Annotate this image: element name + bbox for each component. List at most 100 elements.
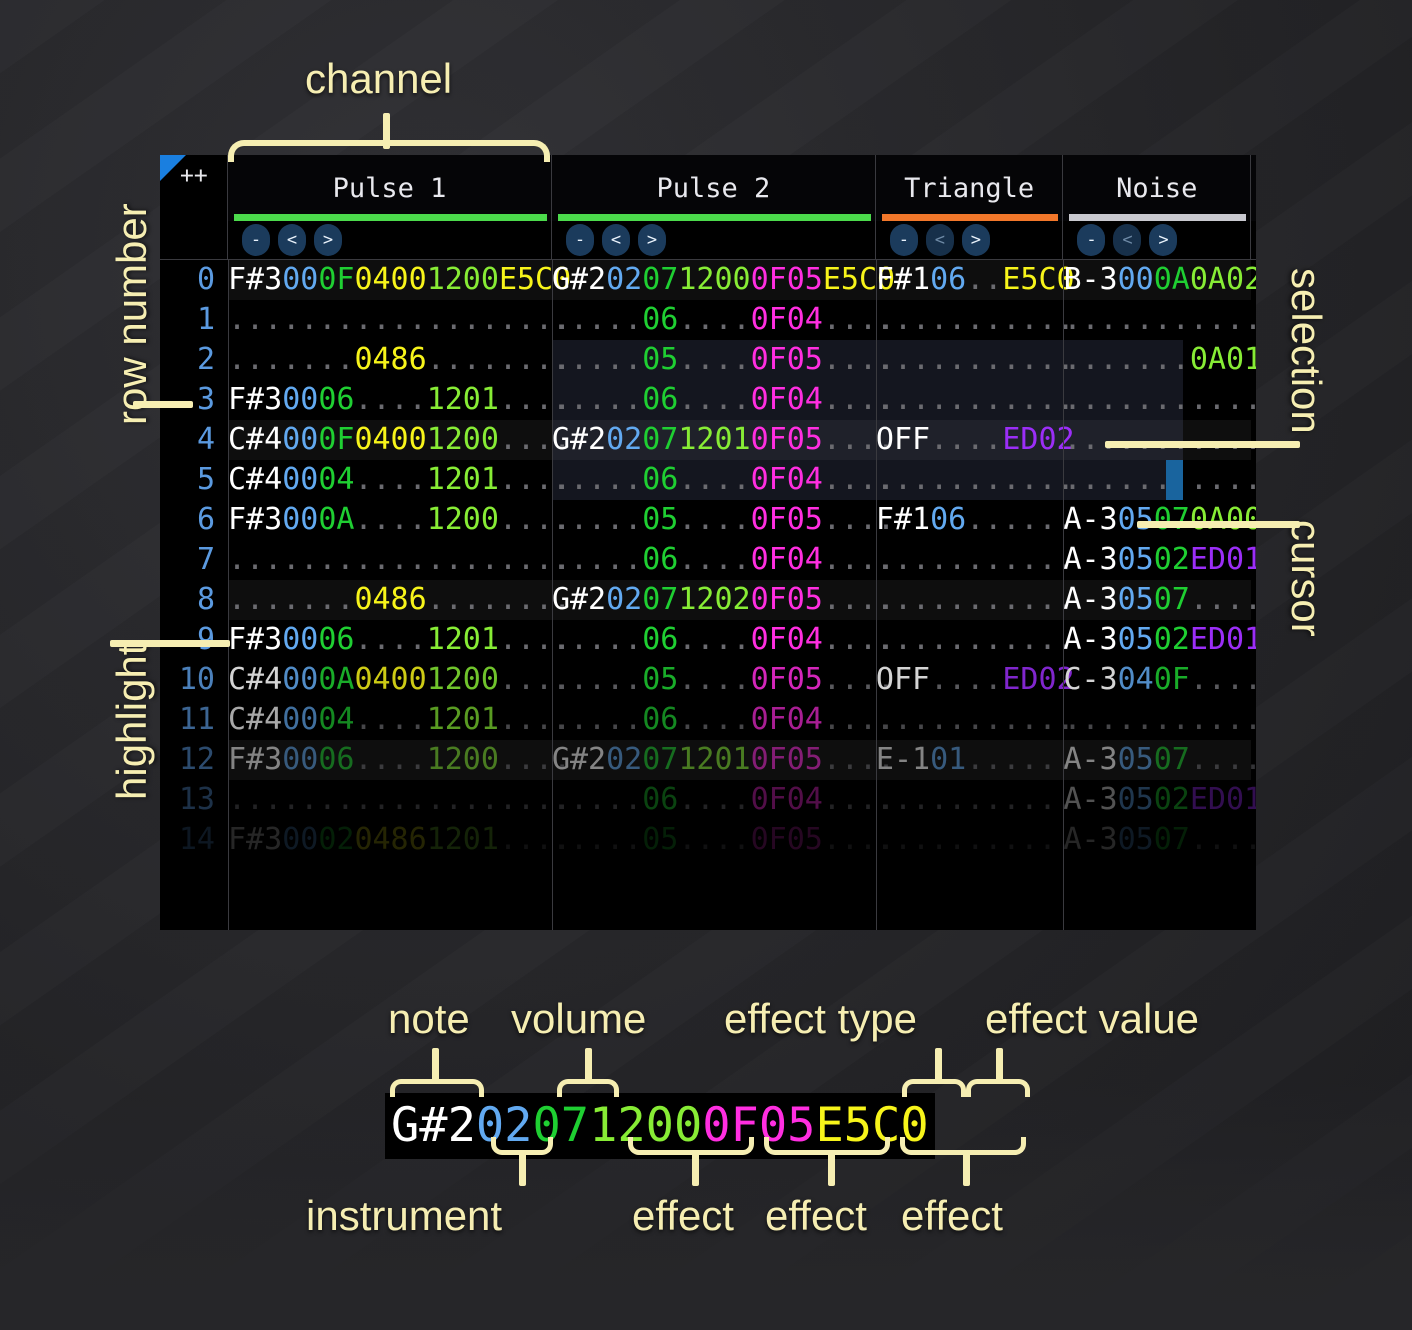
channel-mute-button[interactable]: - (565, 224, 594, 256)
pattern-cell[interactable]: F#3000204861201.... (228, 820, 571, 860)
pattern-cell[interactable]: ................... (228, 540, 571, 580)
pattern-cell[interactable]: ........... (876, 780, 1075, 820)
pattern-row[interactable]: 7................... .....06....0F04.....… (160, 540, 1256, 580)
pattern-cell[interactable]: A-30502ED01 (1063, 620, 1256, 660)
pattern-cell[interactable]: A-30502ED01 (1063, 540, 1256, 580)
pattern-row[interactable]: 3 F#30006....1201.... .....06....0F04.....… (160, 380, 1256, 420)
pattern-cell[interactable]: OFF....ED02 (876, 660, 1075, 700)
channel-header-triangle[interactable]: Triangle (876, 155, 1064, 221)
pattern-cell[interactable]: ........... (876, 340, 1075, 380)
pattern-row[interactable]: 6 F#3000A....1200.... .....05....0F05.... F… (160, 500, 1256, 540)
pattern-row[interactable]: 5 C#40004....1201.... .....06....0F04.....… (160, 460, 1256, 500)
pattern-cell[interactable]: F#106..E5C0 (876, 260, 1075, 300)
pattern-cell[interactable]: G#2020712020F05.... (552, 580, 895, 620)
pattern-cell[interactable]: ........... (1063, 700, 1256, 740)
pattern-row[interactable]: 0 F#3000F04001200E5C0 G#2020712000F05E5C0 F… (160, 260, 1256, 300)
pattern-cell[interactable]: E-101...... (876, 740, 1075, 780)
channel-prev-button[interactable]: < (278, 224, 306, 256)
pattern-cell[interactable]: F#3000F04001200E5C0 (228, 260, 571, 300)
pattern-cell[interactable]: .....05....0F05.... (552, 660, 895, 700)
pattern-cell[interactable]: ........... (876, 620, 1075, 660)
pattern-cell[interactable]: .......0486........ (228, 340, 571, 380)
channel-next-button[interactable]: > (314, 224, 342, 256)
pattern-cell[interactable]: .....06....0F04.... (552, 860, 876, 900)
pattern-cell[interactable]: .....06....0F04.... (552, 460, 895, 500)
channel-prev-button[interactable]: < (925, 224, 954, 256)
pattern-row[interactable]: 8 .......0486........ G#2020712020F05.....… (160, 580, 1256, 620)
pattern-cell[interactable]: OFF....ED02 (876, 860, 1064, 900)
channel-header-pulse-2[interactable]: Pulse 2 (552, 155, 876, 221)
pattern-row[interactable]: 13................... .....06....0F04....… (160, 780, 1256, 820)
pattern-row[interactable]: 1................... .....06....0F04.....… (160, 300, 1256, 340)
pattern-cell[interactable]: A-30507.... (1063, 740, 1256, 780)
pattern-cell[interactable]: C#4000F04001200.... (228, 420, 571, 460)
pattern-corner-cell[interactable]: ++ (160, 155, 228, 259)
pattern-row[interactable]: 11 C#40004....1201.... .....06....0F04....… (160, 700, 1256, 740)
pattern-cell[interactable]: ........... (876, 820, 1075, 860)
pattern-cell[interactable]: G#2020712010F05.... (552, 740, 895, 780)
pattern-cell[interactable]: C-4000C04001200.... (228, 860, 552, 900)
edit-cursor[interactable] (1165, 460, 1183, 500)
pattern-cell[interactable]: A-305070A00 (1063, 500, 1256, 540)
pattern-cell[interactable]: G#2020712010F05.... (552, 420, 895, 460)
pattern-cell[interactable]: F#106...... (876, 500, 1075, 540)
pattern-cell[interactable]: ........... (876, 580, 1075, 620)
channel-next-button[interactable]: > (1149, 224, 1178, 256)
pattern-cell[interactable]: .....06....0F04.... (552, 300, 895, 340)
channel-next-button[interactable]: > (961, 224, 990, 256)
pattern-cell[interactable]: ........... (1063, 420, 1256, 460)
pattern-cell[interactable]: B-3000A0A02 (1063, 260, 1256, 300)
pattern-cell[interactable]: ................... (228, 780, 571, 820)
channel-header-pulse-1[interactable]: Pulse 1 (228, 155, 552, 221)
channel-mute-button[interactable]: - (242, 224, 270, 256)
pattern-cell[interactable]: .......0A01 (1063, 340, 1256, 380)
pattern-cell[interactable]: A-30502ED01 (1063, 780, 1256, 820)
pattern-cell[interactable]: .....05....0F05.... (552, 340, 895, 380)
pattern-cell[interactable]: .....05....0F05.... (552, 500, 895, 540)
pattern-cell[interactable]: F#30006....1200.... (228, 740, 571, 780)
pattern-cell[interactable]: ........... (876, 460, 1075, 500)
pattern-row[interactable]: 14 F#3000204861201.... .....05....0F05....… (160, 820, 1256, 860)
channel-prev-button[interactable]: < (1113, 224, 1142, 256)
pattern-cell[interactable]: A-30502ED01 (1063, 860, 1251, 900)
selection-region[interactable] (551, 340, 1183, 500)
pattern-cell[interactable]: C#4000A04001200.... (228, 660, 571, 700)
pattern-cell[interactable]: .......0486........ (228, 580, 571, 620)
pattern-cell[interactable]: A-30507.... (1063, 580, 1256, 620)
pattern-cell[interactable]: .....06....0F04.... (552, 620, 895, 660)
channel-mute-button[interactable]: - (889, 224, 918, 256)
channel-header-noise[interactable]: Noise (1063, 155, 1251, 221)
pattern-cell[interactable]: F#30006....1201.... (228, 620, 571, 660)
pattern-row[interactable]: 2 .......0486........ .....05....0F05.....… (160, 340, 1256, 380)
pattern-cell[interactable]: A-30507.... (1063, 820, 1256, 860)
pattern-row[interactable]: 10 C#4000A04001200.... .....05....0F05....… (160, 660, 1256, 700)
pattern-cell[interactable]: C#40004....1201.... (228, 700, 571, 740)
pattern-cell[interactable]: ................... (228, 300, 571, 340)
pattern-cell[interactable]: ........... (876, 700, 1075, 740)
pattern-cell[interactable]: ........... (876, 380, 1075, 420)
pattern-cell[interactable]: OFF....ED02 (876, 420, 1075, 460)
pattern-cell[interactable]: ........... (1063, 380, 1256, 420)
pattern-row[interactable]: 12 F#30006....1200.... G#2020712010F05....… (160, 740, 1256, 780)
pattern-cell[interactable]: .....06....0F04.... (552, 540, 895, 580)
pattern-cell[interactable]: .....06....0F04.... (552, 780, 895, 820)
pattern-cell[interactable]: F#3000A....1200.... (228, 500, 571, 540)
pattern-cell[interactable]: F#30006....1201.... (228, 380, 571, 420)
pattern-cell[interactable]: C#40004....1201.... (228, 460, 571, 500)
pattern-cell[interactable]: G#2020712000F05E5C0 (552, 260, 895, 300)
channel-next-button[interactable]: > (637, 224, 666, 256)
pattern-row[interactable]: 9F#30006....1201.........06....0F04.....… (160, 620, 1256, 660)
pattern-cell[interactable]: .....05....0F05.... (552, 820, 895, 860)
pattern-cell[interactable]: ........... (1063, 300, 1256, 340)
pattern-cell[interactable]: C-3040F.... (1063, 660, 1256, 700)
pattern-row[interactable]: 4 C#4000F04001200.... G#2020712010F05.... O… (160, 420, 1256, 460)
pattern-cell[interactable]: ........... (876, 540, 1075, 580)
pattern-cell[interactable]: .....06....0F04.... (552, 380, 895, 420)
tracker-pattern-editor[interactable]: ++ Pulse 1- < > Pulse 2- < > Triangle - < > Noise -… (160, 155, 1256, 930)
pattern-grid[interactable]: 0 F#3000F04001200E5C0 G#2020712000F05E5C0 F… (160, 260, 1256, 930)
pattern-cell[interactable]: ........... (1063, 460, 1256, 500)
pattern-cell[interactable]: .....06....0F04.... (552, 700, 895, 740)
channel-mute-button[interactable]: - (1077, 224, 1106, 256)
channel-prev-button[interactable]: < (601, 224, 630, 256)
pattern-cell[interactable]: ........... (876, 300, 1075, 340)
